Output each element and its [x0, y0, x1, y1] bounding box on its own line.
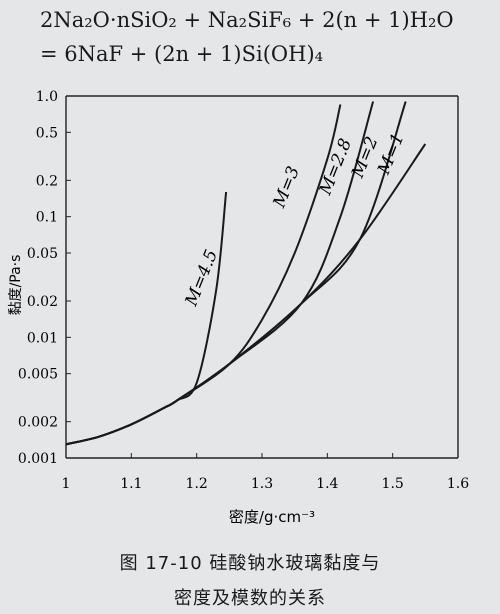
- curve-label: M=4.5: [181, 247, 222, 310]
- series-line: [65, 143, 427, 446]
- x-tick-label: 1.6: [447, 476, 469, 492]
- y-tick-label: 0.001: [18, 451, 58, 467]
- y-tick-label: 0.2: [36, 173, 58, 189]
- x-tick-label: 1.4: [316, 476, 338, 492]
- y-tick-label: 0.005: [18, 367, 58, 383]
- x-tick-label: 1.1: [120, 476, 142, 492]
- series-line: [65, 191, 228, 446]
- y-tick-label: 0.01: [27, 330, 58, 346]
- y-tick-label: 0.002: [18, 415, 58, 431]
- x-tick-label: 1.5: [382, 476, 404, 492]
- equation-line-1: 2Na₂O·nSiO₂ + Na₂SiF₆ + 2(n + 1)H₂O: [40, 8, 454, 32]
- series-line: [65, 101, 407, 446]
- chart-ticks: 1 1.1 1.2 1.3 1.4 1.5 1.6 0.001 0.002 0.005 0.01 0.…: [18, 89, 469, 492]
- curve-label: M=3: [269, 164, 304, 212]
- equation-line-2: = 6NaF + (2n + 1)Si(OH)₄: [40, 42, 324, 66]
- x-axis-label: 密度/g·cm⁻³: [229, 508, 315, 526]
- figure-caption-line-1: 图 17-10 硅酸钠水玻璃黏度与: [119, 553, 381, 574]
- y-tick-label: 0.5: [36, 125, 58, 141]
- y-tick-label: 0.05: [27, 246, 58, 262]
- x-tick-label: 1.2: [186, 476, 208, 492]
- series-line: [65, 101, 375, 446]
- y-tick-label: 1.0: [36, 89, 58, 105]
- y-tick-label: 0.1: [36, 210, 58, 226]
- viscosity-chart: 1 1.1 1.2 1.3 1.4 1.5 1.6 0.001 0.002 0.005 0.01 0.…: [8, 89, 469, 526]
- y-tick-label: 0.02: [27, 294, 58, 310]
- figure-caption-line-2: 密度及模数的关系: [174, 588, 326, 609]
- curve-label: M=1: [374, 130, 409, 178]
- curve-label: M=2: [348, 134, 383, 182]
- chart-series: [65, 101, 427, 446]
- x-tick-label: 1: [62, 476, 71, 492]
- y-axis-label: 黏度/Pa·s: [8, 255, 24, 316]
- x-tick-label: 1.3: [251, 476, 273, 492]
